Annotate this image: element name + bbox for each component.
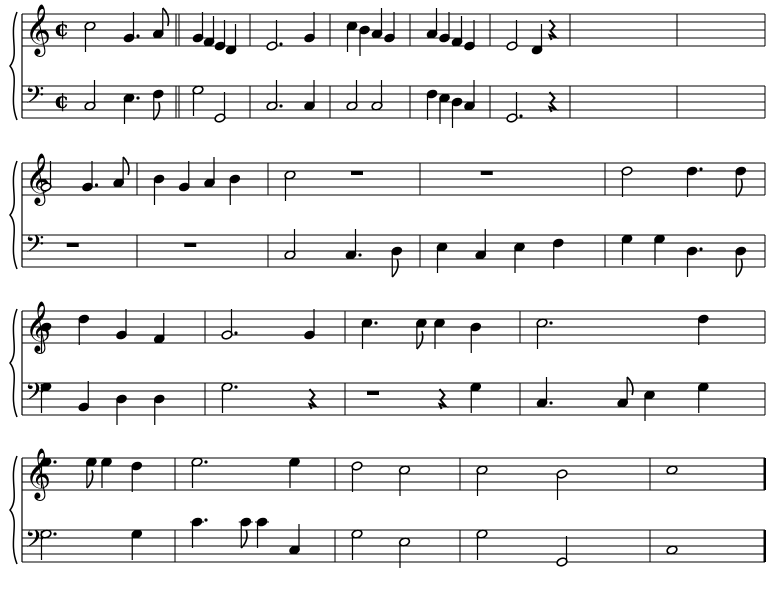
rest-block [66,243,79,247]
system-1: 𝄞 𝄢 ¢ ¢ [9,4,766,128]
augmentation-dot [234,385,238,389]
eighth-flag [626,376,634,396]
notehead [666,465,678,475]
augmentation-dot [53,460,57,464]
rest-block [367,391,379,395]
cut-time-signature: ¢ [54,16,69,42]
brace [9,160,18,270]
rest-block [480,171,493,175]
system-2: 𝄞𝄢 [9,153,766,278]
quarter-rest [547,19,559,41]
augmentation-dot [549,321,553,325]
treble-clef: 𝄞 [25,4,51,57]
brace [9,11,18,121]
brace [9,308,18,418]
augmentation-dot [234,331,238,335]
bass-clef: 𝄢 [25,81,44,116]
augmentation-dot [204,518,208,522]
augmentation-dot [204,460,208,464]
eighth-flag [153,101,161,121]
rest-block [184,243,197,247]
system-3: 𝄞𝄢 [9,301,766,425]
eighth-flag [391,258,399,278]
treble-clef: 𝄞 [25,153,51,206]
bass-clef: 𝄢 [25,230,44,265]
eighth-flag [735,178,743,198]
augmentation-dot [374,321,378,325]
quarter-rest [547,91,559,113]
augmentation-dot [699,247,703,251]
augmentation-dot [94,183,99,187]
rest-block [351,171,363,175]
augmentation-dot [519,114,523,118]
augmentation-dot [279,104,283,108]
cut-time-signature: ¢ [54,88,69,114]
eighth-flag [240,529,248,549]
augmentation-dot [358,253,362,257]
eighth-flag [86,469,94,489]
treble-clef: 𝄞 [25,448,51,501]
quarter-rest [437,388,449,410]
augmentation-dot [699,167,703,171]
brace [9,455,18,565]
eighth-flag [162,7,170,27]
augmentation-dot [136,96,140,100]
eighth-flag [735,258,743,278]
augmentation-dot [53,532,57,536]
notehead [666,545,678,555]
augmentation-dot [279,42,283,46]
bass-clef: 𝄢 [25,525,44,560]
eighth-flag [122,156,130,176]
eighth-flag [416,330,424,350]
system-4: 𝄞𝄢 [9,448,766,568]
augmentation-dot [549,401,553,405]
quarter-rest [307,388,319,410]
bass-clef: 𝄢 [25,378,44,413]
augmentation-dot [136,34,140,38]
